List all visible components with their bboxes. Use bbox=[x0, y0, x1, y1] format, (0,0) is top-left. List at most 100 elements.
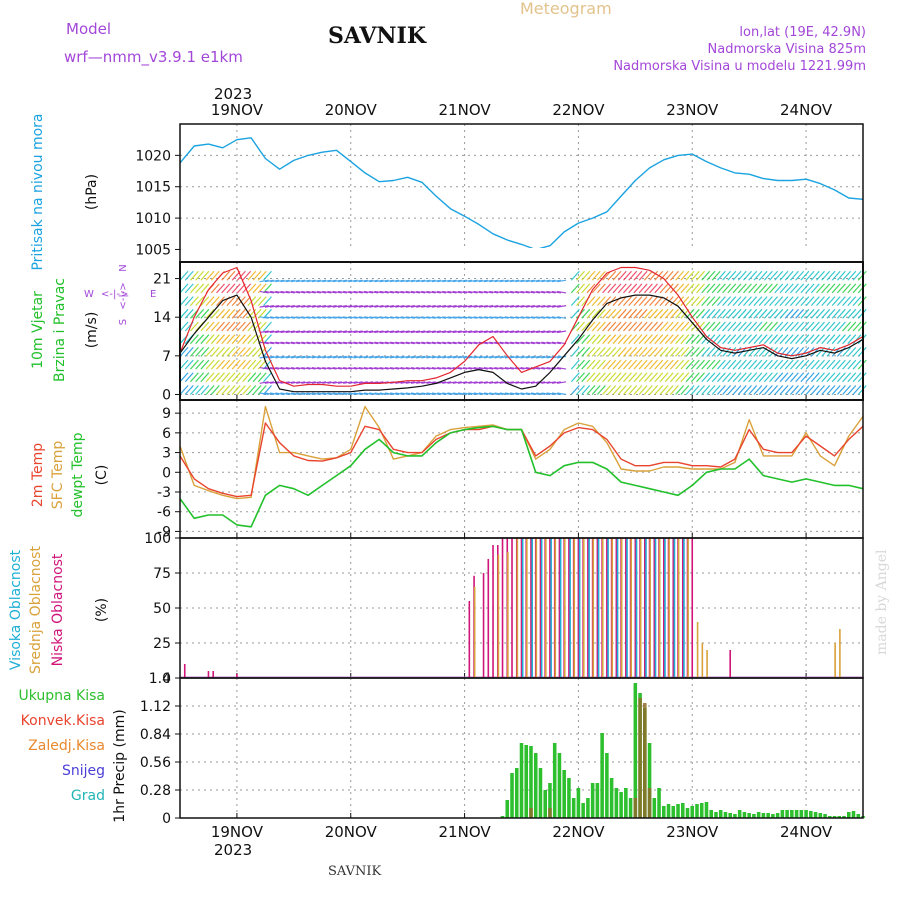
wind-barb bbox=[591, 321, 601, 332]
wind-barb bbox=[623, 308, 632, 319]
wind-barb bbox=[236, 372, 246, 383]
wind-barb bbox=[737, 372, 747, 383]
wind-barb bbox=[530, 355, 541, 359]
day-label-top-22nov: 22NOV bbox=[552, 101, 605, 119]
wind-barb bbox=[711, 359, 721, 370]
wind-barb bbox=[810, 283, 820, 294]
wind-barb bbox=[442, 355, 452, 359]
wind-barb bbox=[311, 316, 321, 319]
wind-barb bbox=[732, 359, 742, 370]
wind-barb bbox=[316, 279, 327, 283]
wind-barb bbox=[701, 346, 711, 357]
wind-barb bbox=[758, 334, 768, 345]
wind-barb bbox=[643, 372, 653, 383]
wind-barb bbox=[743, 359, 752, 370]
wind-barb bbox=[231, 308, 241, 319]
wind-barb bbox=[247, 334, 257, 345]
wind-barb bbox=[221, 385, 231, 395]
wind-barb bbox=[457, 305, 468, 308]
wind-barb bbox=[400, 392, 410, 396]
wind-barb bbox=[753, 321, 763, 332]
wind-barb bbox=[489, 366, 499, 370]
wind-barb bbox=[358, 316, 368, 319]
wind-barb bbox=[353, 305, 363, 308]
precip-total-bar bbox=[609, 778, 614, 818]
wind-barb bbox=[669, 359, 679, 370]
wind-barb bbox=[654, 385, 664, 395]
wind-barb bbox=[263, 346, 272, 357]
wind-barb bbox=[247, 372, 257, 383]
wind-side-label-2: Brzina i Pravac bbox=[52, 278, 68, 382]
wind-barb bbox=[591, 283, 601, 294]
wind-barb bbox=[816, 283, 825, 294]
wind-barb bbox=[669, 296, 679, 307]
wind-barb bbox=[457, 316, 468, 319]
wind-barb bbox=[221, 372, 231, 383]
wind-barb bbox=[596, 334, 606, 345]
wind-barb bbox=[675, 334, 685, 345]
wind-barb bbox=[416, 381, 426, 384]
wind-barb bbox=[504, 316, 515, 319]
wind-barb bbox=[210, 334, 220, 345]
y-tick-label: 21 bbox=[153, 272, 171, 288]
wind-barb bbox=[259, 366, 269, 370]
wind-barb bbox=[473, 381, 483, 384]
wind-barb bbox=[231, 372, 241, 383]
wind-barb bbox=[478, 355, 488, 359]
wind-barb bbox=[758, 359, 768, 370]
wind-barb bbox=[337, 381, 348, 384]
wind-barb bbox=[275, 341, 285, 345]
wind-barb bbox=[520, 392, 530, 396]
wind-barb bbox=[301, 279, 311, 283]
wind-barb bbox=[649, 283, 659, 294]
wind-barb bbox=[675, 321, 685, 332]
precip-total-bar bbox=[500, 816, 505, 818]
wind-barb bbox=[602, 321, 612, 332]
wind-barb bbox=[457, 279, 468, 283]
wind-barb bbox=[322, 290, 332, 294]
precip-total-bar bbox=[828, 816, 832, 818]
wind-barb bbox=[184, 296, 194, 307]
wind-barb bbox=[602, 346, 612, 357]
wind-barb bbox=[821, 296, 831, 307]
wind-barb bbox=[306, 305, 316, 308]
pressure-panel: 1005 1010 1015 1020 bbox=[135, 124, 864, 262]
wind-barb bbox=[821, 359, 831, 370]
wind-barb bbox=[659, 296, 669, 307]
wind-barb bbox=[390, 392, 400, 396]
wind-barb bbox=[257, 270, 267, 281]
y-tick-label: 0.56 bbox=[140, 755, 171, 771]
wind-barb bbox=[452, 279, 462, 283]
wind-barb bbox=[816, 346, 825, 357]
wind-barb bbox=[633, 296, 643, 307]
wind-barb bbox=[400, 305, 410, 308]
wind-barb bbox=[400, 355, 410, 359]
wind-barb bbox=[410, 316, 421, 319]
wind-barb bbox=[520, 330, 530, 334]
wind-barb bbox=[664, 334, 674, 345]
wind-barb bbox=[447, 316, 457, 319]
wind-barb bbox=[316, 381, 327, 384]
wind-barb bbox=[769, 385, 779, 395]
precip-total-bar bbox=[809, 811, 813, 818]
temperature-panel: -9 -6 -3 0 3 6 9 bbox=[157, 400, 864, 540]
wind-barb bbox=[504, 392, 515, 396]
wind-barb bbox=[306, 341, 316, 345]
wind-barb bbox=[369, 355, 379, 359]
wind-barb bbox=[706, 372, 716, 383]
wind-barb bbox=[431, 366, 441, 370]
wind-barb bbox=[743, 385, 752, 395]
y-tick-label: 0 bbox=[162, 811, 171, 827]
wind-barb bbox=[301, 316, 311, 319]
year-bottom: 2023 bbox=[214, 841, 252, 859]
wind-barb bbox=[732, 283, 742, 294]
wind-barb bbox=[205, 346, 215, 357]
wind-barb bbox=[257, 308, 267, 319]
wind-barb bbox=[216, 334, 225, 345]
wind-barb bbox=[852, 385, 862, 395]
wind-barb bbox=[316, 305, 327, 308]
wind-barb bbox=[290, 316, 301, 319]
wind-barb bbox=[384, 355, 395, 359]
wind-barb bbox=[805, 321, 815, 332]
cloud-side-label-1: Visoka Oblacnost bbox=[8, 549, 24, 670]
